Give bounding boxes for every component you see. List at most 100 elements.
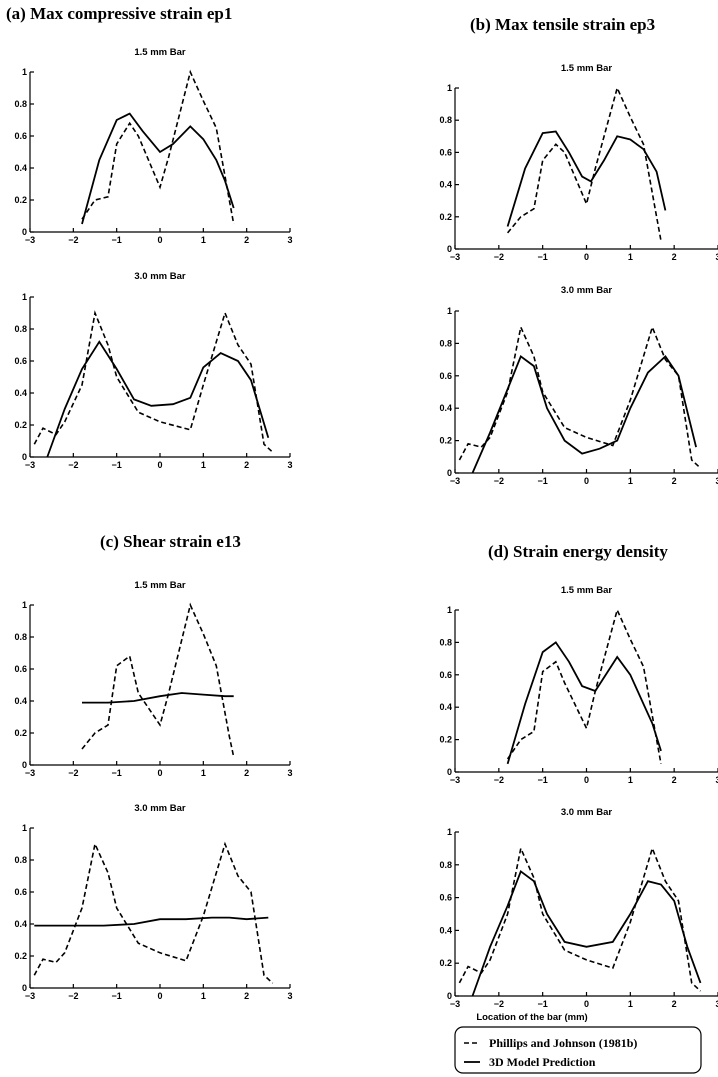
series-line-model xyxy=(46,340,270,458)
series-line-model xyxy=(471,869,702,997)
x-tick-label: 0 xyxy=(157,235,162,245)
y-tick-label: 0 xyxy=(22,760,27,770)
chart-d-7: 3.0 mm Bar 0 0.2 0.4 0.6 0.8 1 −3 −2 −1 0 1 2 3 xyxy=(439,807,718,1009)
y-tick-label: 0.8 xyxy=(439,860,452,870)
y-tick-label: 0.2 xyxy=(439,958,452,968)
y-tick-label: 0.4 xyxy=(439,925,452,935)
y-tick-label: 1 xyxy=(447,306,452,316)
x-tick-label: 1 xyxy=(201,768,206,778)
x-tick-label: −3 xyxy=(450,252,460,262)
panel-title-c: (c) Shear strain e13 xyxy=(100,532,241,551)
x-tick-label: −3 xyxy=(25,991,35,1001)
x-tick-label: 2 xyxy=(672,999,677,1009)
x-tick-label: 1 xyxy=(628,476,633,486)
x-tick-label: 3 xyxy=(715,775,718,785)
series-line-experimental xyxy=(81,602,235,758)
panel-title-a: (a) Max compressive strain ep1 xyxy=(6,4,232,23)
y-tick-label: 1 xyxy=(447,605,452,615)
x-tick-label: −2 xyxy=(494,476,504,486)
x-tick-label: 3 xyxy=(287,460,292,470)
subplot-title: 1.5 mm Bar xyxy=(134,47,186,58)
x-tick-label: 2 xyxy=(244,991,249,1001)
x-tick-label: 1 xyxy=(628,999,633,1009)
y-tick-label: 0.4 xyxy=(14,388,27,398)
y-tick-label: 0 xyxy=(22,227,27,237)
y-tick-label: 0 xyxy=(22,452,27,462)
y-tick-label: 0.8 xyxy=(14,99,27,109)
y-tick-label: 0.4 xyxy=(439,403,452,413)
y-tick-label: 0.6 xyxy=(14,131,27,141)
y-tick-label: 0 xyxy=(447,244,452,254)
x-tick-label: −1 xyxy=(538,999,548,1009)
legend-label-model: 3D Model Prediction xyxy=(489,1055,596,1069)
series-line-experimental xyxy=(506,85,662,242)
x-tick-label: 1 xyxy=(201,991,206,1001)
y-tick-label: 0.8 xyxy=(14,324,27,334)
plots-layer: 1.5 mm Bar 0 0.2 0.4 0.6 0.8 1 −3 −2 −1 0 1 2 3 3.0 mm… xyxy=(14,47,718,1009)
x-tick-label: 1 xyxy=(201,460,206,470)
legend-label-experimental: Phillips and Johnson (1981b) xyxy=(489,1036,637,1050)
y-tick-label: 0.8 xyxy=(14,632,27,642)
y-tick-label: 0.6 xyxy=(439,371,452,381)
x-tick-label: −3 xyxy=(450,775,460,785)
y-tick-label: 0.2 xyxy=(14,951,27,961)
subplot-title: 1.5 mm Bar xyxy=(134,580,186,591)
y-tick-label: 0.4 xyxy=(14,163,27,173)
panel-title-b: (b) Max tensile strain ep3 xyxy=(470,15,655,34)
x-tick-label: −2 xyxy=(494,252,504,262)
x-tick-label: −2 xyxy=(494,999,504,1009)
series-line-experimental xyxy=(458,324,702,469)
y-tick-label: 0.4 xyxy=(14,696,27,706)
x-tick-label: 2 xyxy=(672,252,677,262)
x-tick-label: −1 xyxy=(112,991,122,1001)
x-tick-label: 3 xyxy=(715,999,718,1009)
x-tick-label: 3 xyxy=(287,991,292,1001)
x-tick-label: 1 xyxy=(628,252,633,262)
y-tick-label: 0.8 xyxy=(14,855,27,865)
x-tick-label: −2 xyxy=(494,775,504,785)
x-tick-label: 1 xyxy=(628,775,633,785)
y-tick-label: 0.2 xyxy=(14,420,27,430)
y-tick-label: 0.8 xyxy=(439,115,452,125)
x-tick-label: 3 xyxy=(715,476,718,486)
x-tick-label: −1 xyxy=(538,252,548,262)
x-tick-label: −3 xyxy=(25,768,35,778)
series-line-experimental xyxy=(81,69,235,225)
y-tick-label: 0 xyxy=(447,991,452,1001)
chart-a-1: 3.0 mm Bar 0 0.2 0.4 0.6 0.8 1 −3 −2 −1 0 1 2 3 xyxy=(14,271,292,470)
x-tick-label: −1 xyxy=(112,460,122,470)
x-tick-label: 1 xyxy=(201,235,206,245)
chart-c-4: 1.5 mm Bar 0 0.2 0.4 0.6 0.8 1 −3 −2 −1 0 1 2 3 xyxy=(14,580,292,778)
subplot-title: 1.5 mm Bar xyxy=(561,585,613,596)
x-tick-label: −3 xyxy=(450,999,460,1009)
series-line-model xyxy=(471,354,697,474)
y-tick-label: 0 xyxy=(447,767,452,777)
y-tick-label: 1 xyxy=(447,83,452,93)
x-tick-label: 2 xyxy=(244,235,249,245)
y-tick-label: 1 xyxy=(447,827,452,837)
y-tick-label: 0.6 xyxy=(439,147,452,157)
subplot-title: 3.0 mm Bar xyxy=(134,803,186,814)
x-tick-label: −1 xyxy=(112,768,122,778)
x-tick-label: −2 xyxy=(68,235,78,245)
chart-a-0: 1.5 mm Bar 0 0.2 0.4 0.6 0.8 1 −3 −2 −1 0 1 2 3 xyxy=(14,47,292,245)
y-tick-label: 0.8 xyxy=(439,338,452,348)
x-tick-label: 2 xyxy=(672,775,677,785)
y-tick-label: 0.4 xyxy=(439,702,452,712)
y-tick-label: 0.6 xyxy=(439,893,452,903)
x-tick-label: −1 xyxy=(538,476,548,486)
y-tick-label: 0.6 xyxy=(439,670,452,680)
x-tick-label: −2 xyxy=(68,991,78,1001)
x-tick-label: 2 xyxy=(672,476,677,486)
series-line-model xyxy=(81,112,235,225)
y-tick-label: 0.2 xyxy=(439,436,452,446)
y-tick-label: 0.2 xyxy=(439,735,452,745)
x-tick-label: 0 xyxy=(584,476,589,486)
x-tick-label: 0 xyxy=(584,775,589,785)
series-line-model xyxy=(506,130,667,227)
series-line-model xyxy=(82,692,234,704)
x-tick-label: 0 xyxy=(157,991,162,1001)
y-tick-label: 0.8 xyxy=(439,637,452,647)
x-tick-label: 3 xyxy=(715,252,718,262)
y-tick-label: 0.2 xyxy=(439,212,452,222)
